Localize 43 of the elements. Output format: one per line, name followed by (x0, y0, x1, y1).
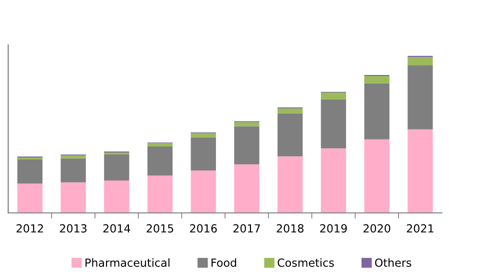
x-tick-label: 2017 (233, 224, 260, 233)
bar (190, 132, 216, 138)
x-tick-label: 2015 (146, 224, 174, 233)
x-tick-label: 2016 (190, 224, 217, 233)
bar (60, 158, 86, 182)
bar (147, 143, 173, 146)
bar (364, 76, 390, 84)
bar (408, 65, 433, 130)
bar (234, 164, 260, 213)
bar (320, 92, 346, 100)
x-tick-label: 2014 (103, 224, 130, 233)
bar (408, 129, 433, 213)
x-tick-label: 2020 (364, 224, 390, 233)
bar (234, 126, 260, 164)
bar (364, 83, 390, 140)
bar (17, 184, 42, 213)
bar (190, 137, 216, 170)
bar (17, 157, 42, 160)
x-tick-label: 2019 (320, 224, 347, 233)
x-tick-label: 2013 (60, 224, 87, 233)
bar (278, 113, 303, 156)
bar (364, 139, 390, 213)
bar (190, 170, 216, 213)
bar (278, 108, 303, 114)
x-tick-label: 2018 (276, 224, 304, 233)
bar (147, 176, 173, 213)
bar (320, 148, 346, 213)
bar (234, 122, 260, 126)
bar (60, 182, 86, 213)
bar (147, 146, 173, 176)
bar (408, 57, 433, 66)
x-tick-label: 2021 (406, 224, 434, 233)
x-tick-label: 2012 (16, 224, 43, 233)
bar (104, 180, 130, 213)
legend-label: Cosmetics (278, 258, 334, 267)
bar (104, 154, 130, 181)
legend-label: Food (212, 258, 236, 267)
bar (60, 155, 86, 158)
bar (17, 160, 42, 184)
legend-label: Others (375, 258, 412, 267)
legend-label: Pharmaceutical (86, 258, 170, 267)
bar (278, 156, 303, 213)
bar (320, 99, 346, 148)
